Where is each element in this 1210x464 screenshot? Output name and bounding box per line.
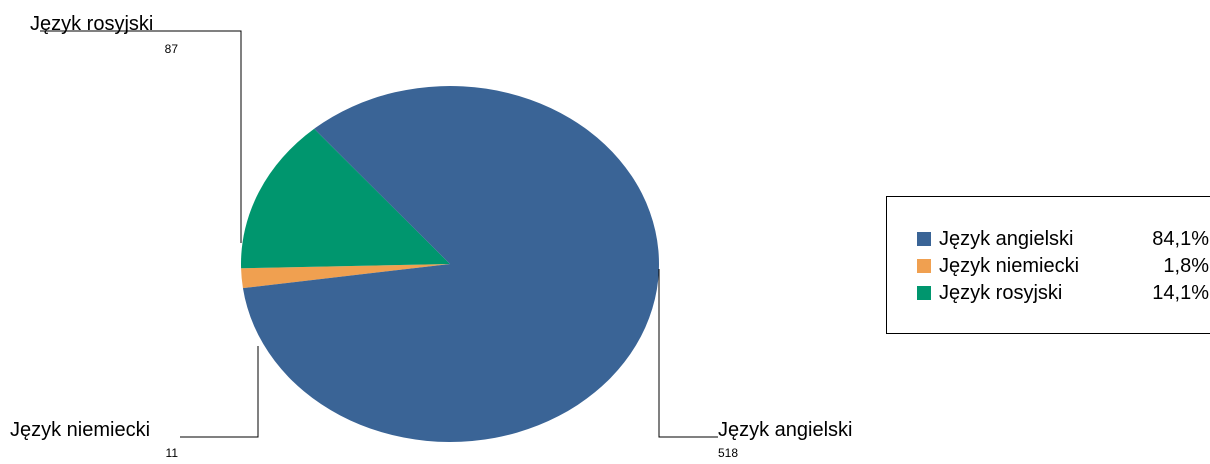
legend-swatch-angielski xyxy=(917,232,931,246)
legend-swatch-niemiecki xyxy=(917,259,931,273)
callout-value-rosyjski: 87 xyxy=(165,42,179,56)
pie-slice-angielski xyxy=(242,85,659,442)
legend-percent-niemiecki: 1,8% xyxy=(1163,255,1209,277)
callout-value-niemiecki: 11 xyxy=(166,446,179,459)
legend-percent-rosyjski: 14,1% xyxy=(1152,282,1209,304)
legend-item-rosyjski: Język rosyjski 14,1% xyxy=(917,281,1210,305)
legend-item-angielski: Język angielski 84,1% xyxy=(917,227,1210,251)
legend-label-angielski: Język angielski xyxy=(939,228,1074,250)
legend-label-rosyjski: Język rosyjski xyxy=(939,282,1063,304)
pie-slice-rosyjski xyxy=(241,128,450,269)
legend: Język angielski 84,1% Język niemiecki 1,… xyxy=(886,196,1210,334)
legend-swatch-rosyjski xyxy=(917,286,931,300)
callout-line-angielski xyxy=(658,269,718,438)
legend-percent-angielski: 84,1% xyxy=(1152,228,1209,250)
callout-label-rosyjski: Język rosyjski xyxy=(30,13,153,35)
callout-value-angielski: 518 xyxy=(718,446,738,459)
callout-line-niemiecki xyxy=(180,346,259,438)
callout-label-niemiecki: Język niemiecki xyxy=(10,419,150,441)
legend-item-niemiecki: Język niemiecki 1,8% xyxy=(917,254,1210,278)
callout-label-angielski: Język angielski xyxy=(718,419,853,441)
pie-slice-niemiecki xyxy=(241,264,450,289)
legend-label-niemiecki: Język niemiecki xyxy=(939,255,1080,277)
callout-line-rosyjski xyxy=(40,30,242,243)
